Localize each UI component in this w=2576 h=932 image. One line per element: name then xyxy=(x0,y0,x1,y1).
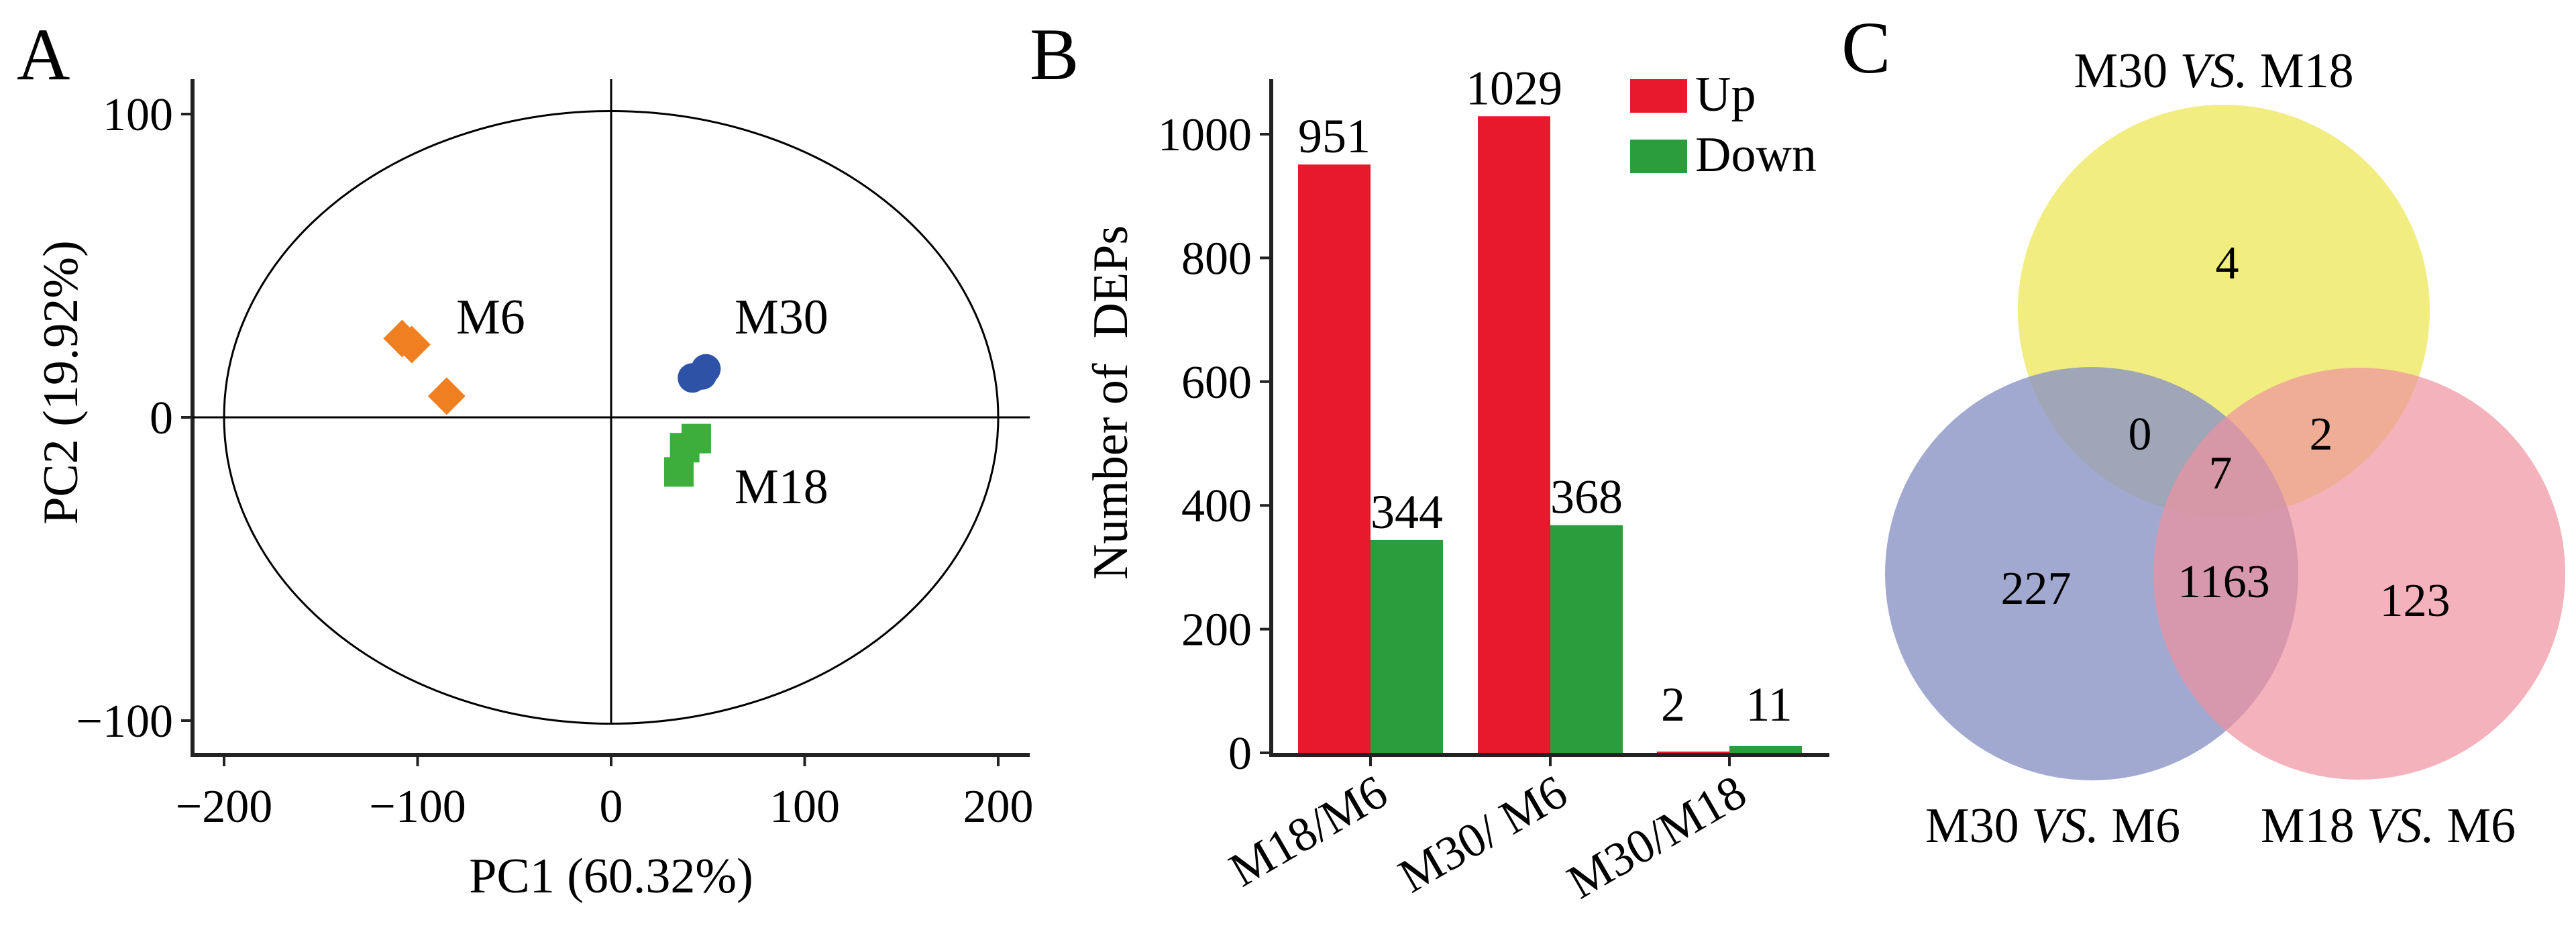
venn-left-part2: VS. xyxy=(2031,798,2099,853)
bar-down xyxy=(1371,539,1443,753)
venn-count-all-three: 7 xyxy=(2209,448,2233,499)
venn-right-part2: VS. xyxy=(2367,798,2434,853)
bar-y-tick-label: 200 xyxy=(1181,605,1252,656)
bar-y-tick-label: 0 xyxy=(1228,728,1252,780)
venn-set-label-left: M30 VS. M6 xyxy=(1925,798,2180,853)
pca-label-m6: M6 xyxy=(456,290,525,345)
venn-top-part1: M30 xyxy=(2074,44,2180,99)
venn-count-left-right: 1163 xyxy=(2178,556,2269,608)
bar-y-tick-label: 600 xyxy=(1181,357,1252,409)
pca-x-tick-label: 200 xyxy=(963,781,1034,833)
bar-value-label: 11 xyxy=(1746,678,1792,731)
venn-right-part1: M18 xyxy=(2261,798,2367,853)
pca-point-m30 xyxy=(691,354,721,384)
pca-label-m30: M30 xyxy=(735,290,828,345)
bar-value-label: 344 xyxy=(1371,485,1443,539)
pca-x-ticks: −200 −100 0 100 200 xyxy=(176,755,1034,833)
bar-y-ticks: 0 200 400 600 800 1000 xyxy=(1158,109,1271,780)
pca-y-tick-label: 0 xyxy=(150,393,173,444)
legend-label-down: Down xyxy=(1695,127,1817,183)
bar-up xyxy=(1298,164,1371,754)
pca-x-tick-label: 0 xyxy=(600,781,623,833)
venn-set-label-top: M30 VS. M18 xyxy=(2074,44,2353,99)
pca-confidence-ellipse xyxy=(223,109,1000,725)
bar-down xyxy=(1550,525,1623,753)
bar-x-tick-label: M30/M18 xyxy=(1558,765,1755,909)
panel-c-venn-diagram: C M30 VS. M18 M30 VS. M6 M18 VS. M6 4 0 … xyxy=(1841,7,2565,853)
bar-value-label: 1029 xyxy=(1466,61,1562,115)
venn-count-only-left: 227 xyxy=(2001,563,2072,615)
pca-y-tick-label: 100 xyxy=(103,89,173,141)
bar-y-tick-label: 1000 xyxy=(1158,109,1252,161)
bar-up xyxy=(1478,116,1550,754)
venn-right-part3: M6 xyxy=(2434,798,2516,853)
venn-count-top-right: 2 xyxy=(2310,409,2333,460)
venn-left-part3: M6 xyxy=(2099,798,2180,853)
venn-top-part3: M18 xyxy=(2247,44,2353,99)
pca-point-m6 xyxy=(427,377,466,415)
pca-x-tick-label: −100 xyxy=(369,781,466,833)
bar-x-tick-label: M18/M6 xyxy=(1220,765,1396,897)
pca-x-tick-label: −200 xyxy=(176,781,272,833)
bar-value-label: 368 xyxy=(1550,470,1623,524)
pca-point-m18 xyxy=(681,423,711,454)
legend-swatch-up xyxy=(1630,79,1687,113)
venn-circle-m18-vs-m6 xyxy=(2153,368,2565,780)
bar-up xyxy=(1657,752,1729,753)
pca-label-m18: M18 xyxy=(735,460,828,515)
venn-left-part1: M30 xyxy=(1925,798,2031,853)
pca-x-axis-title: PC1 (60.32%) xyxy=(469,849,753,904)
pca-point-m6 xyxy=(392,325,431,364)
pca-y-ticks: −100 0 100 xyxy=(76,89,193,747)
bar-value-label: 951 xyxy=(1298,109,1371,163)
panel-c-letter: C xyxy=(1841,7,1890,89)
venn-count-only-right: 123 xyxy=(2380,575,2451,627)
pca-points xyxy=(383,319,721,487)
bar-value-label: 2 xyxy=(1661,678,1685,731)
bar-bars xyxy=(1298,116,1802,754)
bar-y-tick-label: 800 xyxy=(1181,233,1252,284)
bar-value-labels: 951 344 1029 368 2 11 xyxy=(1298,61,1792,731)
pca-y-axis-title: PC2 (19.92%) xyxy=(34,240,89,524)
venn-set-label-right: M18 VS. M6 xyxy=(2261,798,2516,853)
venn-top-part2: VS. xyxy=(2180,44,2248,99)
legend-swatch-down xyxy=(1630,140,1687,173)
pca-y-tick-label: −100 xyxy=(76,696,173,747)
bar-y-tick-label: 400 xyxy=(1181,480,1252,532)
venn-count-top-left: 0 xyxy=(2129,409,2152,460)
panel-b-letter: B xyxy=(1030,13,1079,95)
pca-x-tick-label: 100 xyxy=(769,781,840,833)
panel-a-letter: A xyxy=(17,13,70,95)
venn-count-only-top: 4 xyxy=(2216,238,2239,289)
bar-down xyxy=(1729,745,1802,753)
legend-label-up: Up xyxy=(1695,67,1756,122)
bar-x-tick-label: M30/ M6 xyxy=(1390,765,1576,903)
bar-legend: Up Down xyxy=(1630,67,1817,183)
bar-y-axis-title: Number of DEPs xyxy=(1083,225,1138,580)
